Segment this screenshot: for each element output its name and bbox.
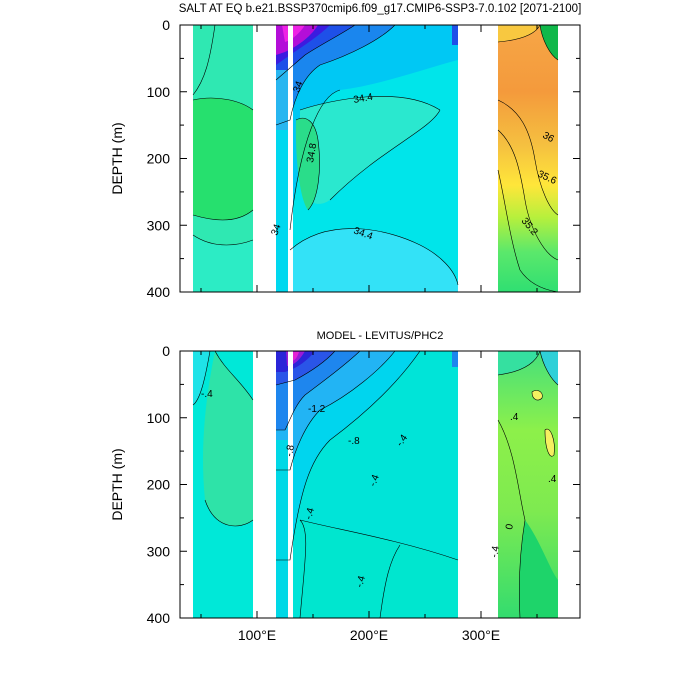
chart-title-top: SALT AT EQ b.e21.BSSP370cmip6.f09_g17.CM… [179,3,582,15]
contour-label: -.8 [348,436,360,447]
region-pacific-subsurface [300,96,440,204]
region-pacific-upper [276,25,458,235]
contour-fill-top: 34 34.4 34.8 34 34.4 36 35.6 35.2 [192,25,559,292]
land-gap-americas [458,351,498,618]
contour-label: 34.4 [353,92,375,106]
contour-label: -.4 [367,473,381,488]
region-eastpacific-top [452,25,458,45]
land-gap-island [288,351,293,618]
contour-lines-top [192,25,559,292]
contour-label: -.4 [201,389,213,400]
contour-label: -.4 [489,545,502,559]
region-atlantic [498,25,558,292]
land-gap-americas [458,25,498,292]
y-tick-label: 0 [162,17,170,33]
contour-label: 34.8 [305,142,319,164]
contour-label: 34 [269,222,283,237]
contour-label: -.8 [284,444,297,458]
contour-fill-bottom: -.4 -1.2 -.8 -.4 -.8 -.4 -.4 -.4 .4 .4 0… [192,351,559,618]
x-tick-label: 300°E [462,627,500,643]
region-west-deep [193,235,253,292]
land-gap-maritime [253,351,276,618]
contour-lines-bottom [192,351,559,618]
region-pacific-salinity-max [295,118,320,210]
y-tick-label: 400 [147,284,171,300]
y-tick-label: 200 [147,477,171,493]
y-tick-label: 300 [147,217,171,233]
ticks-top [180,24,580,293]
land-fill-indonesia [276,440,288,618]
contour-label: -.4 [354,574,368,589]
y-tick-label: 300 [147,543,171,559]
region-atlantic-surface [498,351,540,375]
ticks-bottom [180,350,580,619]
contour-label: 0 [504,523,516,531]
x-tick-label: 200°E [350,627,388,643]
region-pacific-core-5 [282,25,305,42]
y-tick-label: 200 [147,151,171,167]
y-tick-label: 100 [147,84,171,100]
y-axis-label-bottom: DEPTH (m) [109,448,125,520]
y-tick-labels-top: 0 100 200 300 400 [147,17,171,300]
land-gap-maritime [253,25,276,292]
contour-label: 34 [291,79,305,94]
contour-label: -.4 [303,506,317,521]
region-west-pos [203,351,253,526]
region-atlantic-ne [540,351,558,385]
y-tick-label: 400 [147,610,171,626]
panel-top: SALT AT EQ b.e21.BSSP370cmip6.f09_g17.CM… [109,3,581,300]
y-axis-label-top: DEPTH (m) [109,122,125,194]
contour-label: -1.2 [308,404,326,415]
contour-label: 36 [541,130,557,145]
land-fill-indonesia [276,130,288,292]
land-gap-island [288,25,293,292]
y-tick-labels-bottom: 0 100 200 300 400 [147,343,171,626]
region-atlantic-surface [498,25,540,42]
y-tick-label: 0 [162,343,170,359]
region-atlantic-ne [540,25,558,60]
region-west-high [193,98,253,220]
region-atlantic-patch1 [532,390,543,400]
contour-label: .4 [548,474,557,485]
region-eastpacific-top [452,351,458,367]
contour-labels-bottom: -.4 -1.2 -.8 -.4 -.8 -.4 -.4 -.4 .4 .4 0… [201,389,557,589]
region-atlantic-deep-e [519,520,558,618]
chart-title-bottom: MODEL - LEVITUS/PHC2 [317,330,444,342]
region-pacific-deep [300,520,458,618]
y-tick-label: 100 [147,410,171,426]
region-pacific-deep [290,228,458,292]
panel-bottom: MODEL - LEVITUS/PHC2 [109,330,581,643]
contour-label: .4 [510,412,519,423]
x-tick-labels-bottom: 100°E 200°E 300°E [238,627,500,643]
region-west-band [193,351,210,405]
x-tick-label: 100°E [238,627,276,643]
